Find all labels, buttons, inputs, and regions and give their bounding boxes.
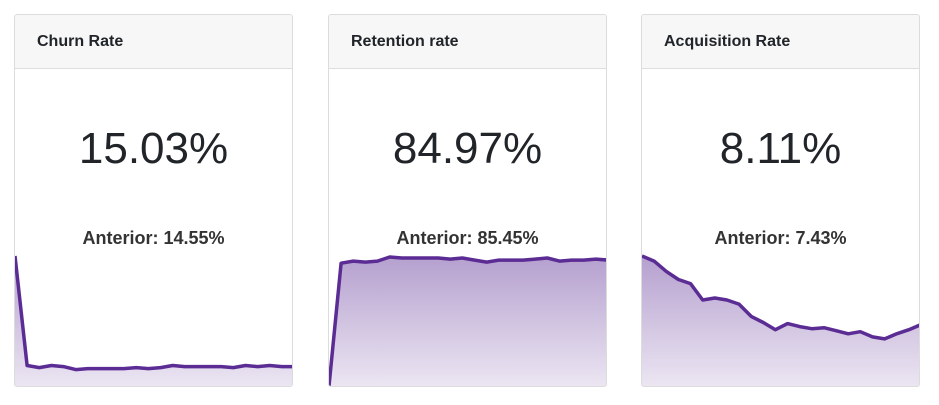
card-title: Churn Rate [15,15,292,69]
sparkline-line [15,255,292,372]
churn-rate-previous: Anterior: 14.55% [82,228,225,248]
acquisition-rate-value: 8.11% [719,124,842,173]
retention-rate-value: 84.97% [392,124,543,173]
retention-rate-previous: Anterior: 85.45% [396,228,539,248]
churn-rate-value: 15.03% [78,124,229,173]
card-title: Acquisition Rate [642,15,919,69]
sparkline-area [642,256,919,386]
sparkline-line [642,254,919,341]
card-title: Retention rate [329,15,606,69]
churn-rate-sparkline [15,255,292,386]
acquisition-rate-sparkline [642,254,919,386]
sparkline-area [329,257,606,386]
retention-rate-sparkline [329,255,606,386]
acquisition-rate-card: Acquisition Rate 8.11% Anterior: 7.43% [641,14,920,387]
acquisition-rate-previous: Anterior: 7.43% [714,228,847,248]
churn-rate-card: Churn Rate 15.03% Anterior: 14.55% [14,14,293,387]
sparkline-line [329,255,606,386]
retention-rate-card: Retention rate 84.97% Anterior: 85.45% [328,14,607,387]
sparkline-area [15,256,292,386]
